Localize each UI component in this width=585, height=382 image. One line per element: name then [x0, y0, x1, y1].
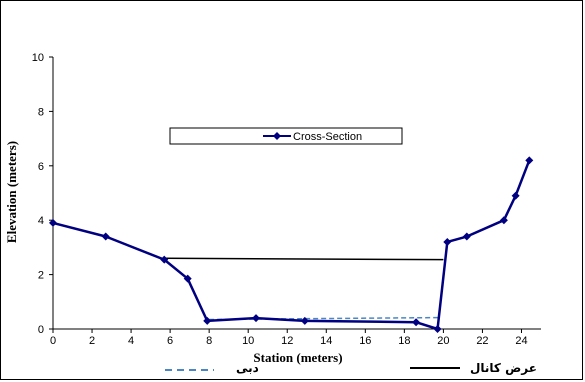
x-tick-label: 2 [89, 335, 95, 347]
cross-section-point [525, 156, 534, 165]
y-tick-label: 8 [38, 106, 44, 118]
bottom-legend: دبی عرض كانال [165, 361, 537, 375]
x-tick-label: 20 [437, 335, 449, 347]
cross-section-point [443, 237, 452, 246]
legend-label-cross-section: Cross-Section [293, 131, 362, 143]
cross-section-point [183, 274, 192, 283]
cross-section-point [300, 316, 309, 325]
y-tick-label: 0 [38, 324, 44, 336]
x-tick-label: 18 [398, 335, 410, 347]
x-tick-label: 16 [359, 335, 371, 347]
x-axis-ticks: 0 2 4 6 8 10 12 14 16 18 20 22 24 [50, 329, 528, 347]
series-line-discharge [209, 316, 440, 321]
x-tick-label: 8 [206, 335, 212, 347]
x-tick-label: 22 [476, 335, 488, 347]
y-tick-label: 2 [38, 270, 44, 282]
series-line-channel-width [164, 257, 444, 261]
cross-section-point [433, 325, 442, 333]
x-tick-label: 14 [320, 335, 332, 347]
cross-section-point [49, 218, 57, 227]
cross-section-point [511, 191, 520, 200]
y-tick-label: 4 [38, 215, 44, 227]
y-tick-label: 10 [32, 52, 44, 64]
legend: Cross-Section [169, 127, 403, 145]
x-axis-title: Station (meters) [253, 350, 342, 365]
y-axis-title: Elevation (meters) [4, 141, 19, 243]
cross-section-point [252, 314, 261, 323]
legend-label-discharge: دبی [236, 361, 259, 375]
x-tick-label: 10 [242, 335, 254, 347]
y-tick-label: 6 [38, 161, 44, 173]
cross-section-point [203, 316, 212, 325]
cross-section-point [412, 318, 421, 327]
cross-section-point [462, 232, 471, 241]
legend-label-channel-width: عرض كانال [470, 361, 537, 375]
x-tick-label: 6 [167, 335, 173, 347]
legend-marker-cross-section [273, 132, 281, 140]
x-tick-label: 12 [281, 335, 293, 347]
y-axis-ticks: 0 2 4 6 8 10 [32, 52, 53, 336]
cross-section-point [101, 232, 110, 241]
plot-area [52, 57, 541, 330]
cross-section-point [499, 216, 508, 225]
series-group [49, 156, 534, 333]
x-tick-label: 4 [128, 335, 134, 347]
x-tick-label: 0 [50, 335, 56, 347]
cross-section-point [160, 255, 169, 264]
x-tick-label: 24 [515, 335, 527, 347]
series-line-cross-section [52, 159, 531, 331]
